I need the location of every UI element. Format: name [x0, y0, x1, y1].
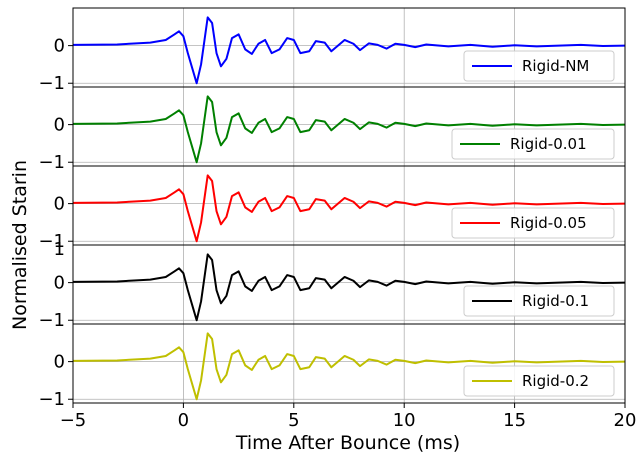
panel-rigid-0-1: −1 0 Rigid-0.1: [38, 244, 626, 331]
y-tick-label: −1: [38, 231, 65, 252]
y-tick-label: −1: [38, 73, 65, 94]
legend-label: Rigid-NM: [522, 57, 589, 75]
series-line: [72, 253, 626, 322]
y-tick-label: −1: [38, 389, 65, 410]
legend-label: Rigid-0.05: [510, 214, 587, 232]
legend: Rigid-NM: [463, 50, 615, 82]
panel-frame: [72, 323, 626, 404]
series-line: [72, 16, 626, 85]
y-tick-label: 0: [54, 36, 65, 57]
legend-label: Rigid-0.01: [510, 135, 587, 153]
legend-label: Rigid-0.2: [522, 372, 589, 390]
x-tick-label: 20: [614, 410, 637, 431]
y-tick-label: −1: [38, 152, 65, 173]
legend-box: [463, 285, 615, 317]
y-tick-label-top: 1: [54, 239, 65, 260]
series-line: [72, 95, 626, 164]
x-tick-label: 15: [503, 410, 526, 431]
y-tick-label: 0: [54, 273, 65, 294]
series-line: [72, 332, 626, 401]
x-tick-label: 0: [178, 410, 189, 431]
panels-group: −1 0 Rigid-NM −1 0 Rigid-0.01 −1 0 Rigid-0.05 −1 0…: [38, 7, 626, 410]
legend: Rigid-0.01: [451, 128, 615, 160]
y-axis-label: Normalised Starin: [9, 160, 31, 330]
x-tick-labels: −5 0 5 10 15 20: [60, 403, 637, 431]
legend-box: [451, 128, 615, 160]
legend-label: Rigid-0.1: [522, 292, 589, 310]
y-tick-label: −1: [38, 310, 65, 331]
y-tick-label: 0: [54, 115, 65, 136]
y-tick-label: 0: [54, 352, 65, 373]
panel-rigid-0-05: −1 0 Rigid-0.05: [38, 165, 626, 252]
legend-box: [463, 365, 615, 397]
panel-rigid-0-2: −1 0 Rigid-0.2: [38, 323, 626, 410]
y-tick-label: 0: [54, 194, 65, 215]
x-tick-label: 5: [288, 410, 299, 431]
legend-box: [463, 50, 615, 82]
legend: Rigid-0.05: [451, 207, 615, 239]
x-tick-label: 10: [393, 410, 416, 431]
x-tick-label: −5: [60, 410, 87, 431]
panel-rigid-nm: −1 0 Rigid-NM: [38, 7, 626, 94]
x-axis-label: Time After Bounce (ms): [235, 432, 460, 454]
series-line: [72, 174, 626, 243]
legend: Rigid-0.2: [463, 365, 615, 397]
panel-rigid-0-01: −1 0 Rigid-0.01: [38, 86, 626, 173]
legend-box: [451, 207, 615, 239]
legend: Rigid-0.1: [463, 285, 615, 317]
